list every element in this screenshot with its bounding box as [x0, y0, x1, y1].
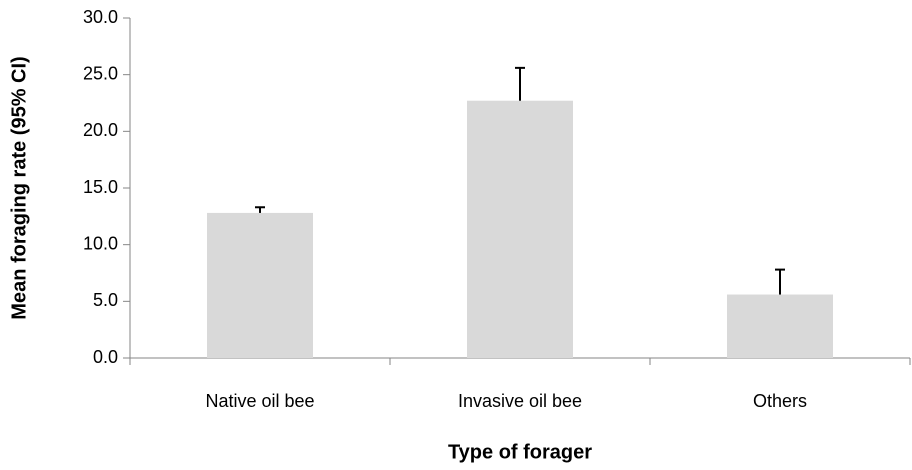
bar — [207, 212, 313, 358]
error-bar — [255, 206, 265, 213]
y-tick-label: 10.0 — [83, 233, 118, 253]
x-tick-label: Invasive oil bee — [458, 391, 582, 411]
x-tick-label: Others — [753, 391, 807, 411]
y-tick-label: 30.0 — [83, 7, 118, 27]
y-tick-label: 5.0 — [93, 290, 118, 310]
y-tick-label: 15.0 — [83, 177, 118, 197]
bar — [467, 100, 573, 358]
x-axis-title: Type of forager — [448, 441, 592, 463]
bar — [727, 294, 833, 358]
y-tick-label: 20.0 — [83, 120, 118, 140]
y-tick-label: 0.0 — [93, 347, 118, 367]
x-tick-label: Native oil bee — [205, 391, 314, 411]
error-bar — [775, 268, 785, 295]
error-bar — [515, 66, 525, 101]
y-tick-label: 25.0 — [83, 63, 118, 83]
y-axis-title: Mean foraging rate (95% CI) — [8, 56, 30, 319]
